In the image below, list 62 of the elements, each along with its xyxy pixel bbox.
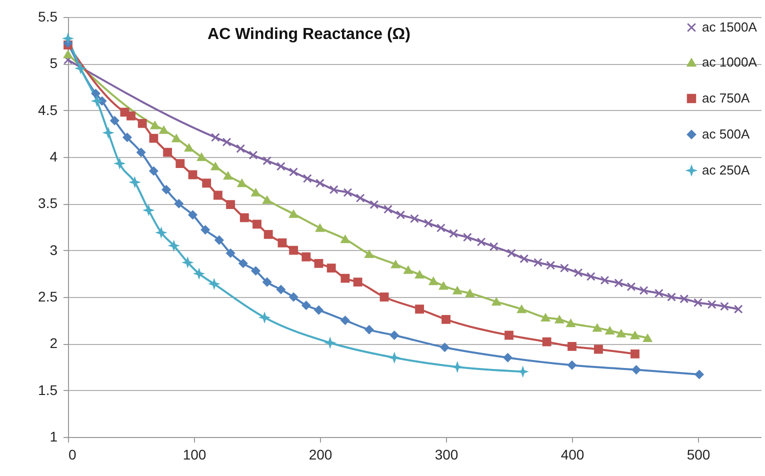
- point: [560, 264, 569, 273]
- point: [262, 156, 272, 166]
- point: [520, 254, 529, 264]
- point: [614, 278, 624, 288]
- point: [289, 167, 298, 176]
- legend-label: ac 750A: [702, 90, 750, 106]
- point: [329, 185, 338, 194]
- legend-label: ac 500A: [702, 126, 750, 142]
- point: [546, 260, 556, 270]
- y-tick-label: 3.5: [38, 195, 58, 212]
- point: [370, 200, 379, 210]
- point: [248, 150, 258, 160]
- point: [574, 268, 583, 278]
- x-tick-label: 200: [308, 446, 332, 462]
- text: AC Winding Reactance (Ω): [208, 26, 410, 43]
- x-tick-label: 400: [560, 446, 584, 462]
- point: [222, 138, 232, 147]
- point: [410, 214, 419, 224]
- point: [626, 282, 636, 292]
- x-tick-label: 500: [686, 446, 710, 462]
- point: [680, 294, 689, 304]
- point: [356, 194, 365, 203]
- point: [236, 144, 246, 154]
- point: [396, 210, 406, 220]
- legend-label: ac 1000A: [702, 54, 758, 70]
- point: [210, 132, 220, 142]
- point: [667, 292, 676, 302]
- y-tick-label: 2.5: [38, 288, 58, 304]
- y-tick-label: 1: [50, 428, 58, 444]
- x-tick-label: 300: [434, 446, 458, 462]
- y-tick-label: 1.5: [38, 382, 58, 398]
- point: [489, 242, 498, 252]
- point: [384, 204, 392, 214]
- point: [276, 162, 286, 171]
- y-tick-label: 5: [50, 55, 58, 72]
- y-tick-label: 4.5: [38, 102, 58, 118]
- x-tick-label: 100: [182, 446, 206, 462]
- point: [462, 232, 472, 242]
- legend-label: ac 250A: [702, 162, 750, 178]
- y-tick-label: 5.5: [38, 8, 58, 24]
- point: [436, 223, 446, 232]
- point: [694, 298, 702, 308]
- point: [654, 288, 664, 298]
- x-tick-label: 0: [68, 446, 76, 462]
- point: [586, 272, 596, 281]
- point: [600, 276, 610, 285]
- y-tick-label: 3: [50, 242, 58, 258]
- point: [449, 229, 458, 238]
- point: [707, 300, 716, 309]
- point: [720, 302, 729, 311]
- point: [534, 258, 542, 267]
- point: [639, 286, 648, 295]
- y-tick-label: 4: [50, 148, 58, 164]
- point: [302, 174, 312, 183]
- point: [316, 178, 324, 188]
- point: [343, 188, 352, 197]
- point: [424, 218, 433, 228]
- y-tick-label: 2: [50, 335, 58, 352]
- point: [734, 304, 743, 314]
- legend-label: ac 1500A: [702, 20, 758, 34]
- point: [476, 237, 486, 246]
- point: [507, 248, 516, 258]
